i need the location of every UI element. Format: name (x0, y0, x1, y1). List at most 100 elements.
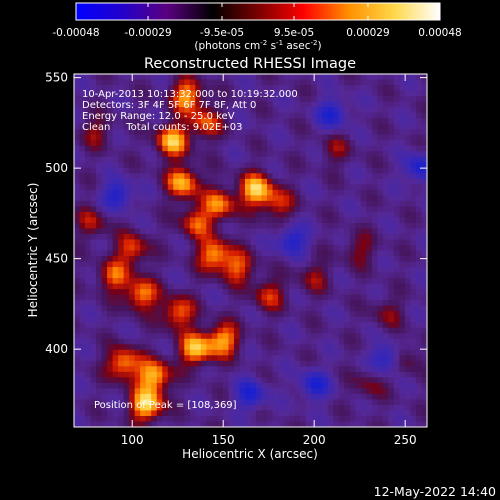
colorbar-ticks: -0.00048 -0.00029 -9.5e-05 9.5e-05 0.00029 0.… (52, 3, 462, 39)
heatmap-cell (134, 415, 141, 422)
heatmap-cell (371, 96, 378, 102)
heatmap-cell (250, 101, 257, 108)
heatmap-cell (85, 195, 91, 202)
heatmap-cell (256, 222, 262, 229)
heatmap-cell (322, 272, 329, 279)
heatmap-cell (261, 96, 268, 102)
heatmap-cell (300, 85, 307, 91)
heatmap-cell (222, 184, 229, 191)
heatmap-cell (217, 134, 224, 141)
heatmap-cell (85, 256, 91, 262)
heatmap-cell (90, 74, 97, 80)
heatmap-cell (195, 101, 202, 108)
heatmap-cell (300, 377, 307, 384)
heatmap-cell (415, 421, 422, 427)
heatmap-cell (344, 118, 351, 125)
heatmap-cell (206, 344, 213, 351)
heatmap-cell (305, 316, 312, 323)
heatmap-cell (200, 278, 207, 284)
heatmap-cell (101, 261, 108, 268)
heatmap-cell (206, 250, 213, 257)
heatmap-cell (421, 228, 427, 235)
heatmap-cell (366, 222, 373, 229)
heatmap-cell (322, 399, 329, 406)
heatmap-cell (294, 239, 301, 246)
heatmap-cell (289, 404, 296, 411)
heatmap-cell (360, 118, 367, 125)
heatmap-cell (233, 239, 240, 246)
heatmap-cell (344, 123, 351, 130)
heatmap-cell (96, 211, 102, 218)
heatmap-cell (349, 305, 356, 312)
heatmap-cell (327, 145, 334, 152)
heatmap-cell (294, 244, 301, 251)
heatmap-cell (415, 410, 422, 417)
heatmap-cell (96, 410, 102, 417)
heatmap-cell (244, 278, 251, 284)
heatmap-cell (267, 74, 273, 80)
heatmap-cell (410, 261, 417, 268)
heatmap-cell (344, 195, 351, 202)
heatmap-cell (410, 178, 417, 185)
heatmap-cell (250, 333, 257, 340)
heatmap-cell (410, 151, 417, 158)
heatmap-cell (360, 233, 367, 240)
heatmap-cell (74, 96, 80, 102)
heatmap-cell (256, 101, 262, 108)
heatmap-cell (184, 140, 191, 147)
heatmap-cell (239, 206, 246, 213)
heatmap-cell (333, 421, 340, 427)
heatmap-cell (316, 178, 323, 185)
heatmap-cell (371, 278, 378, 284)
heatmap-cell (415, 360, 422, 367)
heatmap-cell (415, 382, 422, 389)
heatmap-cell (338, 415, 345, 422)
heatmap-cell (217, 206, 224, 213)
heatmap-cell (388, 200, 395, 207)
heatmap-cell (118, 322, 125, 329)
heatmap-cell (366, 239, 373, 246)
heatmap-cell (74, 200, 80, 207)
heatmap-cell (294, 173, 301, 180)
heatmap-cell (206, 382, 213, 389)
heatmap-cell (311, 338, 318, 345)
heatmap-cell (90, 217, 97, 224)
heatmap-cell (371, 156, 378, 163)
heatmap-cell (184, 239, 191, 246)
heatmap-cell (388, 129, 395, 136)
heatmap-cell (134, 410, 141, 417)
heatmap-cell (178, 377, 185, 384)
heatmap-cell (333, 338, 340, 345)
heatmap-cell (79, 162, 86, 169)
heatmap-cell (371, 101, 378, 108)
heatmap-cell (200, 360, 207, 367)
heatmap-cell (366, 421, 373, 427)
heatmap-cell (333, 118, 340, 125)
heatmap-cell (371, 118, 378, 125)
heatmap-cell (289, 316, 296, 323)
heatmap-cell (250, 256, 257, 262)
heatmap-cell (388, 421, 395, 427)
heatmap-cell (382, 289, 389, 296)
heatmap-cell (316, 101, 323, 108)
heatmap-cell (261, 316, 268, 323)
heatmap-cell (294, 156, 301, 163)
heatmap-cell (305, 355, 312, 362)
heatmap-cell (393, 300, 400, 307)
heatmap-cell (283, 112, 290, 119)
heatmap-cell (74, 404, 80, 411)
heatmap-cell (360, 360, 367, 367)
heatmap-cell (228, 256, 235, 262)
heatmap-cell (415, 300, 422, 307)
heatmap-cell (107, 311, 114, 318)
heatmap-cell (206, 267, 213, 273)
heatmap-cell (294, 145, 301, 152)
heatmap-cell (261, 300, 268, 307)
heatmap-cell (410, 355, 417, 362)
heatmap-cell (195, 129, 202, 136)
heatmap-cell (261, 167, 268, 174)
heatmap-cell (344, 278, 351, 284)
heatmap-cell (206, 244, 213, 251)
heatmap-cell (316, 151, 323, 158)
heatmap-cell (305, 178, 312, 185)
